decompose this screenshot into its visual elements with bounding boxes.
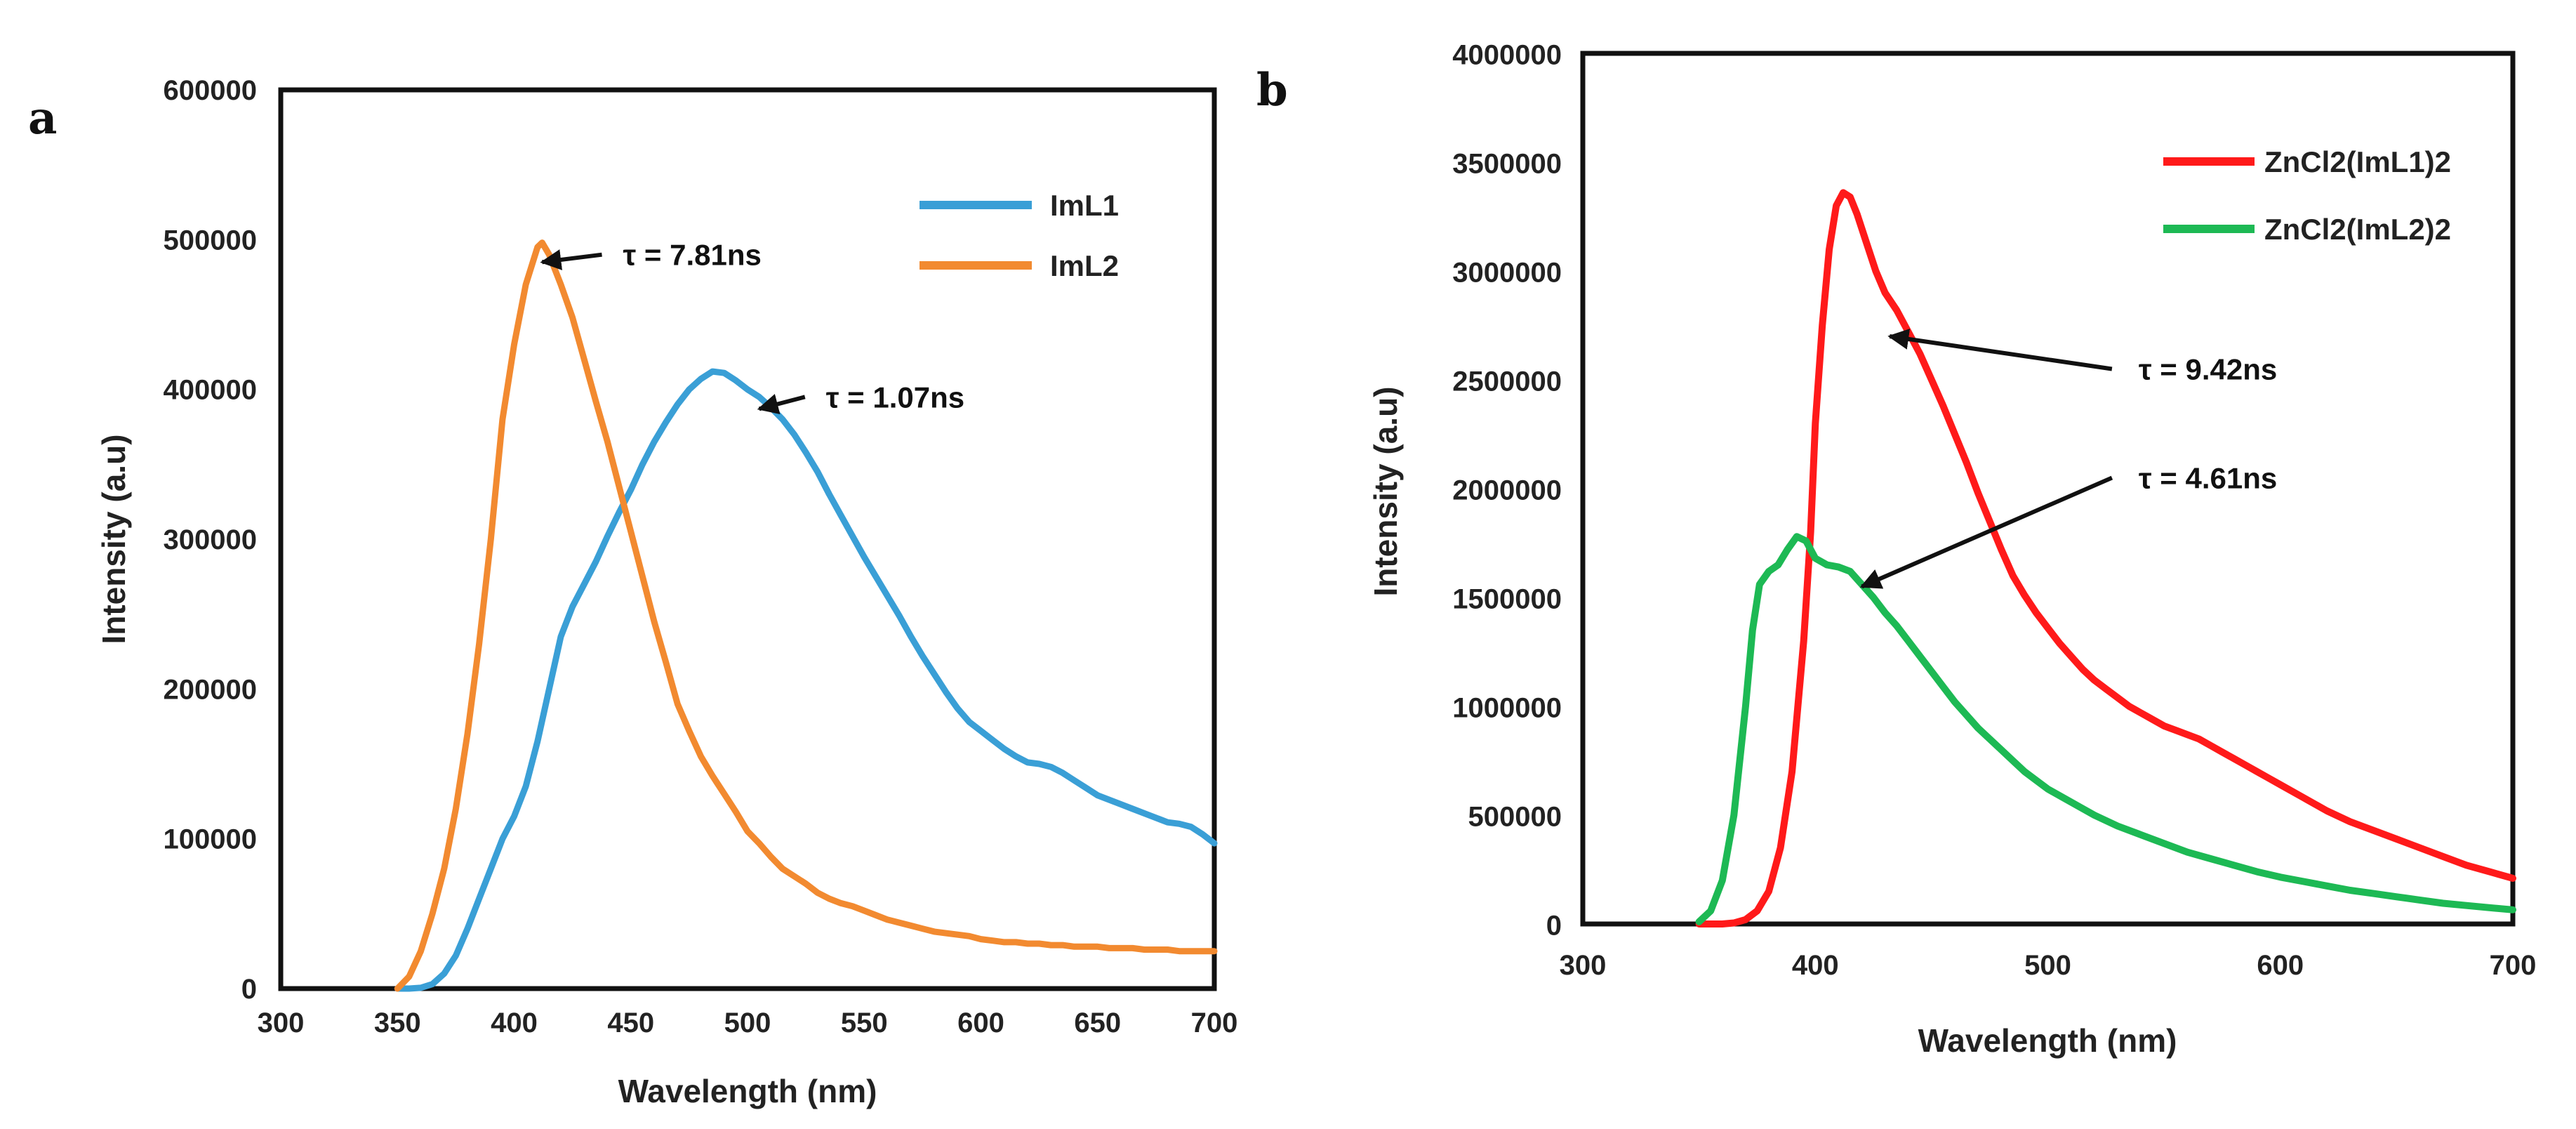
y-axis-title: Intensity (a.u)	[1367, 386, 1404, 596]
x-tick-label: 550	[841, 1008, 888, 1038]
y-tick-label: 2500000	[1452, 366, 1562, 397]
x-tick-label: 300	[258, 1008, 305, 1038]
annotation-label: τ = 4.61ns	[2139, 462, 2277, 495]
x-tick-labels: 300 350 400 450 500 550 600 650 700	[258, 1008, 1238, 1038]
legend: ImL1 ImL2	[919, 189, 1119, 282]
annotation-arrow	[1887, 329, 2113, 371]
y-tick-label: 3500000	[1452, 148, 1562, 179]
annotations: τ = 9.42ns τ = 4.61ns	[1859, 329, 2277, 589]
x-tick-label: 300	[1560, 950, 1607, 981]
series-line-iml2	[394, 239, 1218, 992]
annotation-label: τ = 7.81ns	[623, 239, 762, 272]
annotation-arrow	[1859, 475, 2113, 589]
x-tick-label: 600	[2257, 950, 2304, 981]
x-tick-label: 700	[2490, 950, 2537, 981]
y-tick-label: 100000	[164, 824, 257, 855]
legend: ZnCl2(ImL1)2 ZnCl2(ImL2)2	[2163, 145, 2451, 246]
x-tick-label: 500	[724, 1008, 771, 1038]
annotation-label: τ = 1.07ns	[826, 381, 964, 414]
series-line-zncl2-iml1-2	[1695, 189, 2516, 927]
series-line-iml1	[394, 368, 1218, 992]
y-tick-label: 2000000	[1452, 475, 1562, 506]
annotations: τ = 7.81ns τ = 1.07ns	[540, 239, 964, 415]
plot-frame	[278, 87, 1217, 991]
y-axis-title: Intensity (a.u)	[95, 434, 132, 644]
annotation-arrow	[757, 394, 806, 415]
series-layer	[1695, 189, 2516, 927]
y-tick-label: 1000000	[1452, 692, 1562, 723]
y-tick-label: 200000	[164, 674, 257, 705]
y-tick-labels: 0 100000 200000 300000 400000 500000 600000	[164, 75, 257, 1005]
y-tick-label: 0	[1546, 910, 1562, 941]
series-line-zncl2-iml2-2	[1695, 533, 2516, 925]
x-tick-label: 400	[491, 1008, 538, 1038]
x-tick-label: 350	[374, 1008, 421, 1038]
annotation-label: τ = 9.42ns	[2139, 353, 2277, 386]
legend-label: ImL2	[1050, 249, 1119, 282]
legend-label: ZnCl2(ImL1)2	[2264, 145, 2451, 178]
y-tick-label: 1500000	[1452, 583, 1562, 614]
chart-panel-a: a 300 350 400 450 500 550 600 650 700 0 100000 200…	[28, 75, 1237, 1109]
y-tick-label: 4000000	[1452, 39, 1562, 70]
legend-label: ImL1	[1050, 189, 1119, 222]
panel-label: b	[1256, 64, 1288, 117]
x-axis-title: Wavelength (nm)	[1918, 1022, 2177, 1059]
x-tick-label: 650	[1074, 1008, 1121, 1038]
y-tick-label: 3000000	[1452, 257, 1562, 288]
y-tick-label: 300000	[164, 524, 257, 555]
x-tick-labels: 300 400 500 600 700	[1560, 950, 2537, 981]
annotation-arrow	[540, 249, 602, 270]
series-layer	[394, 239, 1218, 992]
legend-label: ZnCl2(ImL2)2	[2264, 213, 2451, 246]
panel-label: a	[28, 92, 57, 145]
x-tick-label: 500	[2024, 950, 2071, 981]
x-tick-label: 450	[607, 1008, 654, 1038]
y-tick-label: 500000	[164, 225, 257, 256]
chart-panel-b: b 300 400 500 600 700 0 500000 1000000 1500000 2…	[1256, 39, 2536, 1059]
y-tick-label: 600000	[164, 75, 257, 106]
x-axis-title: Wavelength (nm)	[618, 1073, 877, 1109]
x-tick-label: 600	[957, 1008, 1004, 1038]
x-tick-label: 700	[1191, 1008, 1238, 1038]
y-tick-label: 500000	[1468, 801, 1562, 832]
x-tick-label: 400	[1792, 950, 1839, 981]
y-tick-labels: 0 500000 1000000 1500000 2000000 2500000 30000…	[1452, 39, 1562, 941]
y-tick-label: 400000	[164, 375, 257, 406]
y-tick-label: 0	[241, 974, 257, 1005]
plot-frame	[1580, 51, 2516, 927]
